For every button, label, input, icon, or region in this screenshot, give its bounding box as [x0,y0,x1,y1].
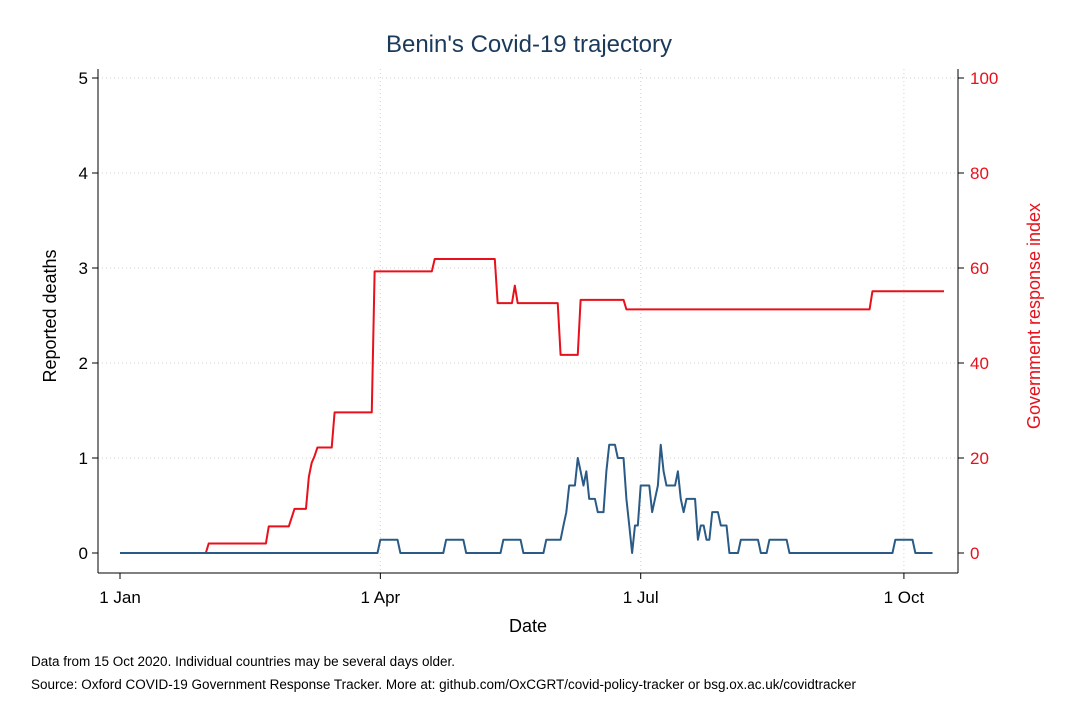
y-right-tick-label: 60 [970,259,989,278]
y-right-axis-label: Government response index [1024,203,1044,429]
y-right-tick-label: 100 [970,69,998,88]
y-right-tick-label: 80 [970,164,989,183]
y-left-tick-label: 1 [79,449,88,468]
axes-layer [97,69,959,574]
chart-title: Benin's Covid-19 trajectory [386,31,672,58]
series-line-response-index [120,257,944,554]
y-right-tick-label: 20 [970,449,989,468]
y-right-tick-label: 0 [970,544,979,563]
series-line-reported-deaths [120,443,933,554]
footnote-source: Source: Oxford COVID-19 Government Respo… [31,677,857,692]
x-tick-label: 1 Oct [884,588,925,607]
series-layer [120,257,944,554]
y-left-tick-label: 2 [79,354,88,373]
y-left-tick-label: 4 [79,164,88,183]
y-left-tick-label: 0 [79,544,88,563]
y-left-tick-label: 3 [79,259,88,278]
x-axis-label: Date [509,616,547,636]
x-tick-label: 1 Jan [99,588,141,607]
y-left-axis-label: Reported deaths [40,249,60,382]
y-right-tick-label: 40 [970,354,989,373]
ticks-layer: 0 1 2 3 4 5 0 20 40 60 80 100 1 Jan 1 Apr 1 Jul 1 Oct [79,69,999,607]
x-tick-label: 1 Apr [360,588,400,607]
x-tick-label: 1 Jul [623,588,659,607]
footnote-data-date: Data from 15 Oct 2020. Individual countr… [31,654,455,669]
grid-layer [98,69,958,573]
y-left-tick-label: 5 [79,69,88,88]
